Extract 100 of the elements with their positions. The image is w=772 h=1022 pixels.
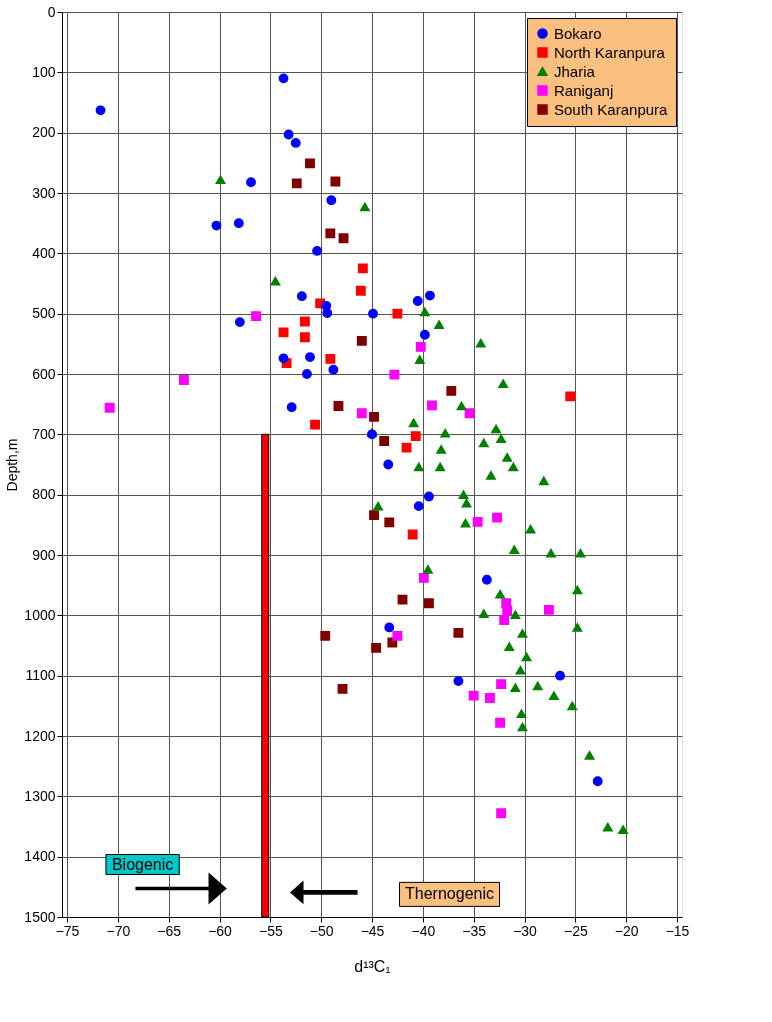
y-tick-label: 700 [32,425,56,442]
point [592,776,603,787]
y-tick-label: 1000 [24,606,56,623]
point [436,445,447,454]
point [408,418,419,428]
point [299,316,310,327]
point [515,665,526,675]
point [371,642,381,653]
y-tick-label: 1200 [24,727,56,744]
point [291,178,302,189]
point [567,701,578,711]
point [502,605,513,616]
point [419,307,430,317]
point [565,391,576,402]
y-axis-title: Depth,m [4,438,21,492]
point [338,233,349,244]
point [326,195,337,206]
point [251,311,262,322]
point [392,308,403,319]
x-tick-label: −25 [563,922,588,939]
point [401,442,412,453]
point [278,327,289,338]
point [369,411,379,422]
point [328,364,339,375]
point [491,424,501,434]
point [521,652,532,662]
point [379,436,390,446]
annotation: Thernogenic [405,885,494,903]
point [478,609,489,618]
legend-label: South Karanpura [554,100,669,118]
legend-label: Jharia [554,62,596,80]
point [397,594,408,605]
point [458,490,469,500]
point [302,369,312,379]
point [369,510,379,521]
point [460,518,471,528]
x-tick-label: −35 [462,922,487,939]
point [305,158,315,169]
point [618,825,629,834]
point [215,175,226,185]
x-tick-label: −70 [106,922,131,939]
point [310,419,320,430]
point [330,176,341,187]
x-tick-label: −30 [513,922,538,939]
point [384,517,395,528]
point [446,385,457,396]
x-axis-title: d¹³C₁ [354,957,391,975]
y-tick-label: 300 [32,184,56,201]
point [440,428,451,438]
point [418,572,429,583]
y-tick-label: 800 [32,486,56,503]
point [543,604,554,615]
point [453,676,464,687]
point [485,693,495,703]
y-tick-label: 400 [32,244,56,261]
x-tick-label: −40 [411,922,436,939]
y-tick-label: 1300 [24,787,56,804]
point [305,352,315,363]
point [602,822,613,832]
point [368,308,378,319]
legend-label: Bokaro [554,24,602,42]
point [495,589,506,599]
point [270,276,281,286]
point [424,598,434,609]
point [538,476,549,486]
y-tick-label: 900 [32,546,56,563]
point [425,290,435,301]
point [478,438,489,448]
point [356,335,367,346]
point [502,452,513,462]
x-tick-label: −15 [665,922,690,939]
x-tick-label: −50 [309,922,334,939]
point [517,629,528,638]
point [516,709,527,719]
point [525,524,536,534]
point [461,498,472,508]
point [320,630,331,641]
point [233,218,244,229]
point [532,681,543,691]
point [496,679,507,690]
point [572,585,583,595]
point [337,684,348,694]
y-tick-label: 100 [32,63,56,80]
point [211,220,222,231]
point [278,353,289,364]
legend-label: Raniganj [554,81,614,99]
point [290,138,301,148]
x-tick-label: −20 [614,922,639,939]
x-tick-label: −75 [55,922,80,939]
point [472,516,483,527]
point [414,355,425,364]
point [312,246,323,256]
y-tick-label: 1400 [24,848,56,865]
point [373,501,384,511]
point [359,202,370,212]
point [575,548,586,558]
y-tick-label: 0 [47,3,56,20]
y-tick-label: 1100 [25,667,56,684]
point [299,332,310,343]
point [475,338,486,348]
